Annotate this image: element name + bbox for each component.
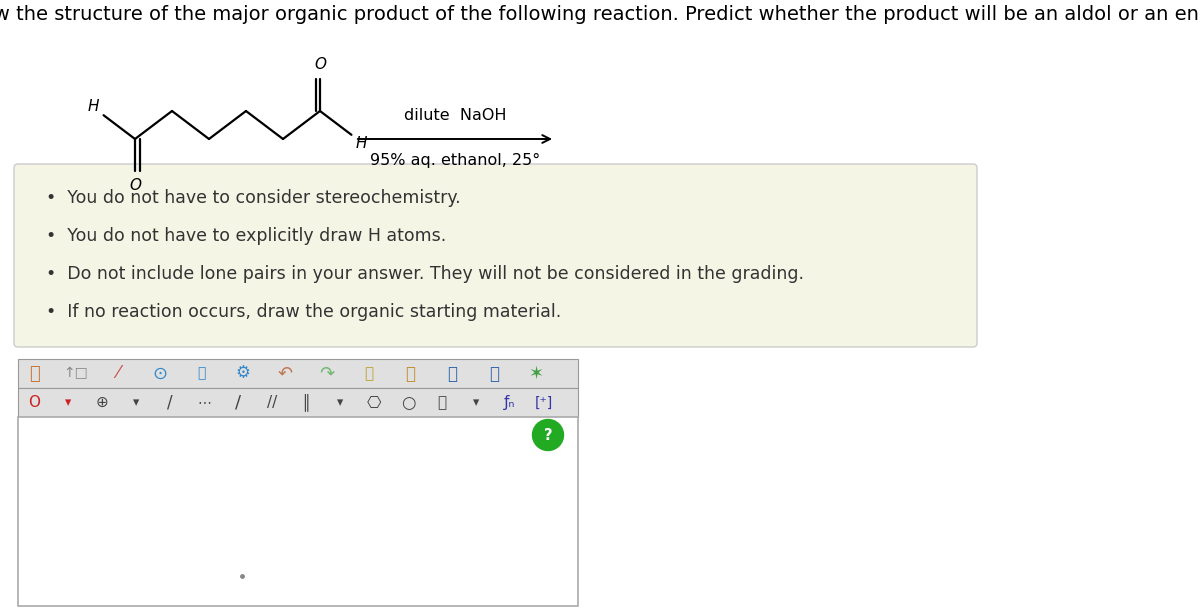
Text: ⧉: ⧉ bbox=[406, 365, 415, 382]
Text: ○: ○ bbox=[401, 393, 415, 411]
Text: //: // bbox=[266, 395, 277, 410]
Text: •  You do not have to consider stereochemistry.: • You do not have to consider stereochem… bbox=[46, 189, 461, 207]
Text: ⎕: ⎕ bbox=[438, 395, 446, 410]
Text: ▾: ▾ bbox=[133, 396, 139, 409]
Text: ?: ? bbox=[544, 428, 552, 442]
Text: [⁺]: [⁺] bbox=[535, 395, 553, 409]
Text: 📷: 📷 bbox=[365, 366, 373, 381]
Text: ↑□: ↑□ bbox=[64, 367, 89, 381]
Text: dilute  NaOH: dilute NaOH bbox=[403, 108, 506, 123]
Text: •  Do not include lone pairs in your answer. They will not be considered in the : • Do not include lone pairs in your answ… bbox=[46, 265, 804, 283]
Text: 🖐: 🖐 bbox=[29, 365, 40, 382]
Text: 🔍: 🔍 bbox=[490, 365, 499, 382]
Text: O: O bbox=[130, 178, 142, 193]
Bar bbox=[18, 359, 578, 388]
Text: Draw the structure of the major organic product of the following reaction. Predi: Draw the structure of the major organic … bbox=[0, 5, 1200, 24]
Bar bbox=[18, 417, 578, 606]
Text: ⊕: ⊕ bbox=[96, 395, 108, 410]
Text: ⊙: ⊙ bbox=[152, 365, 167, 382]
Text: O: O bbox=[28, 395, 40, 410]
Text: ↷: ↷ bbox=[319, 365, 335, 382]
Text: ▾: ▾ bbox=[65, 396, 71, 409]
Text: •  You do not have to explicitly draw H atoms.: • You do not have to explicitly draw H a… bbox=[46, 227, 446, 245]
Circle shape bbox=[533, 420, 564, 450]
Text: 95% aq. ethanol, 25°: 95% aq. ethanol, 25° bbox=[370, 153, 540, 168]
Text: ▾: ▾ bbox=[337, 396, 343, 409]
Text: ⎔: ⎔ bbox=[367, 393, 382, 411]
FancyBboxPatch shape bbox=[14, 164, 977, 347]
Text: H: H bbox=[355, 136, 367, 151]
Text: 💠: 💠 bbox=[197, 367, 205, 381]
Text: ⚙: ⚙ bbox=[235, 365, 251, 382]
Text: ✶: ✶ bbox=[528, 365, 544, 382]
Text: 🔍: 🔍 bbox=[448, 365, 457, 382]
Text: /: / bbox=[167, 393, 173, 411]
Text: H: H bbox=[88, 99, 100, 114]
Text: O: O bbox=[314, 57, 326, 72]
Text: ⁄: ⁄ bbox=[116, 365, 119, 382]
Text: ⋯: ⋯ bbox=[197, 395, 211, 409]
Text: /: / bbox=[235, 393, 241, 411]
Bar bbox=[18, 388, 578, 417]
Text: ▾: ▾ bbox=[473, 396, 479, 409]
Text: ƒₙ: ƒₙ bbox=[504, 395, 516, 410]
Text: ║: ║ bbox=[301, 393, 311, 411]
Text: ↶: ↶ bbox=[277, 365, 293, 382]
Text: •  If no reaction occurs, draw the organic starting material.: • If no reaction occurs, draw the organi… bbox=[46, 303, 562, 321]
